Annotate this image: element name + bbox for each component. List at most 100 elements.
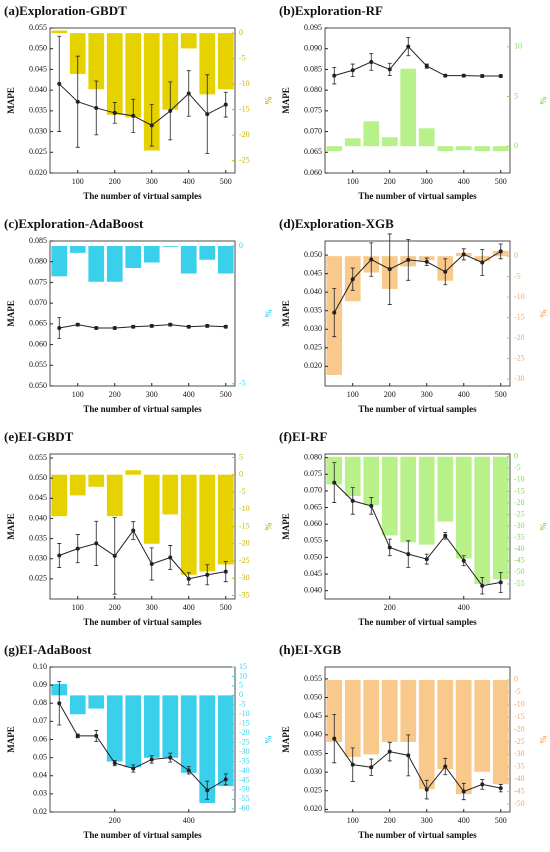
x-tick-label: 400 [458, 816, 470, 825]
plot-frame [49, 240, 236, 387]
point [131, 766, 136, 771]
point [75, 99, 80, 104]
y2-axis-label: % [538, 309, 548, 318]
bar [125, 33, 142, 118]
y-tick-label: 0.050 [29, 473, 47, 482]
x-tick-label: 100 [347, 390, 359, 399]
y2-tick-label: -10 [514, 475, 525, 484]
point [480, 260, 485, 265]
point [149, 561, 154, 566]
y-tick-label: 0.080 [304, 452, 322, 461]
point [112, 761, 117, 766]
point [406, 552, 411, 557]
line [59, 529, 226, 580]
point [205, 323, 210, 328]
bar [106, 474, 123, 517]
line [334, 45, 501, 77]
bar [162, 245, 179, 247]
bar [51, 474, 68, 517]
y2-tick-label: -50 [514, 799, 525, 808]
x-tick-label: 200 [384, 390, 396, 399]
point [350, 277, 355, 282]
point [168, 108, 173, 113]
point [94, 733, 99, 738]
point [369, 59, 374, 64]
y-tick-label: 0.10 [33, 662, 47, 671]
y2-tick-label: -10 [239, 709, 250, 718]
x-tick-label: 400 [458, 390, 470, 399]
bar [88, 474, 105, 487]
x-axis-label: The number of virtual samples [358, 617, 477, 627]
y-tick-label: 0.075 [304, 469, 322, 478]
point [112, 326, 117, 330]
y2-tick-label: -10 [514, 292, 525, 301]
point [443, 533, 448, 538]
y2-tick-label: -25 [514, 353, 525, 362]
point [461, 252, 466, 257]
panel-title: (e)EI-GBDT [4, 429, 74, 444]
bar [106, 695, 123, 762]
y2-tick-label: -20 [514, 498, 525, 507]
point [387, 67, 392, 72]
bar [125, 470, 142, 475]
bar [217, 474, 234, 565]
y-tick-label: 0.050 [304, 552, 322, 561]
bar [381, 137, 398, 147]
y-tick-label: 0.050 [304, 250, 322, 259]
y2-tick-label: -50 [239, 785, 250, 794]
plot-frame [324, 240, 511, 387]
y2-tick-label: -10 [239, 504, 250, 513]
y2-tick-label: -20 [514, 333, 525, 342]
y2-tick-label: -30 [514, 749, 525, 758]
point [149, 757, 154, 762]
y2-axis-label: % [263, 735, 273, 744]
y-tick-label: 0.065 [304, 502, 322, 511]
y-tick-label: 0.055 [29, 23, 47, 32]
panel-title: (f)EI-RF [279, 429, 327, 444]
x-tick-label: 500 [495, 177, 507, 186]
point [369, 765, 374, 770]
point [387, 545, 392, 550]
y-tick-label: 0.070 [304, 486, 322, 495]
bar [437, 456, 454, 522]
x-tick-label: 300 [421, 816, 433, 825]
y2-tick-label: -30 [514, 521, 525, 530]
y2-axis-label: % [263, 522, 273, 531]
y2-tick-label: 5 [239, 681, 243, 690]
y-tick-label: 0.060 [304, 168, 322, 177]
x-tick-label: 500 [495, 816, 507, 825]
point [498, 249, 503, 254]
y-tick-label: 0.020 [29, 168, 47, 177]
point [75, 322, 80, 327]
panel: (b)Exploration-RF The number of virtual s… [279, 3, 548, 201]
bar [143, 33, 160, 151]
x-tick-label: 400 [458, 177, 470, 186]
bar [400, 679, 417, 742]
y-axis-label: MAPE [6, 87, 16, 114]
line [58, 83, 226, 126]
y2-tick-label: -30 [514, 374, 525, 383]
bar [143, 695, 160, 758]
panel-title: (b)Exploration-RF [279, 3, 383, 18]
y2-tick-label: -50 [514, 567, 525, 576]
y-tick-label: 0.06 [33, 734, 47, 743]
bar [344, 456, 361, 497]
y-tick-label: 0.055 [304, 674, 322, 683]
bar [88, 245, 105, 282]
x-tick-label: 100 [72, 390, 84, 399]
y2-tick-label: -5 [514, 271, 521, 280]
x-tick-label: 100 [347, 177, 359, 186]
bar [381, 456, 398, 536]
bar [217, 245, 234, 274]
point [498, 74, 503, 79]
y-tick-label: 0.075 [29, 277, 47, 286]
bar [199, 33, 216, 95]
point [168, 322, 173, 327]
x-tick-label: 500 [220, 603, 232, 612]
bar [363, 456, 380, 506]
y-tick-label: 0.055 [304, 536, 322, 545]
x-axis-label: The number of virtual samples [83, 830, 202, 840]
point [424, 64, 429, 69]
y-tick-label: 0.025 [304, 343, 322, 352]
